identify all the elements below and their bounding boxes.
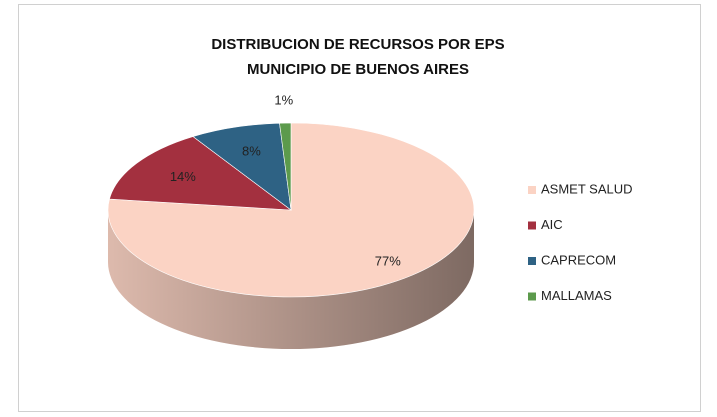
legend-label: ASMET SALUD — [541, 181, 633, 196]
pie-slice — [279, 122, 292, 211]
legend-swatch — [528, 221, 536, 230]
pie-slice — [109, 136, 292, 211]
data-label: 8% — [242, 144, 261, 159]
pie-slice — [192, 122, 292, 211]
data-label: 1% — [274, 93, 293, 108]
legend-swatch — [528, 257, 536, 265]
pie-slice — [107, 122, 475, 298]
data-label: 14% — [170, 169, 196, 184]
chart-title: DISTRIBUCION DE RECURSOS POR EPS — [211, 36, 504, 53]
chart-title: MUNICIPIO DE BUENOS AIRES — [247, 61, 469, 78]
legend-label: MALLAMAS — [541, 288, 612, 303]
legend-label: AIC — [541, 217, 563, 232]
data-label: 77% — [375, 254, 401, 269]
pie-side-shade — [108, 210, 474, 349]
legend-swatch — [528, 186, 536, 194]
legend-swatch — [528, 292, 536, 301]
legend-label: CAPRECOM — [541, 252, 616, 267]
